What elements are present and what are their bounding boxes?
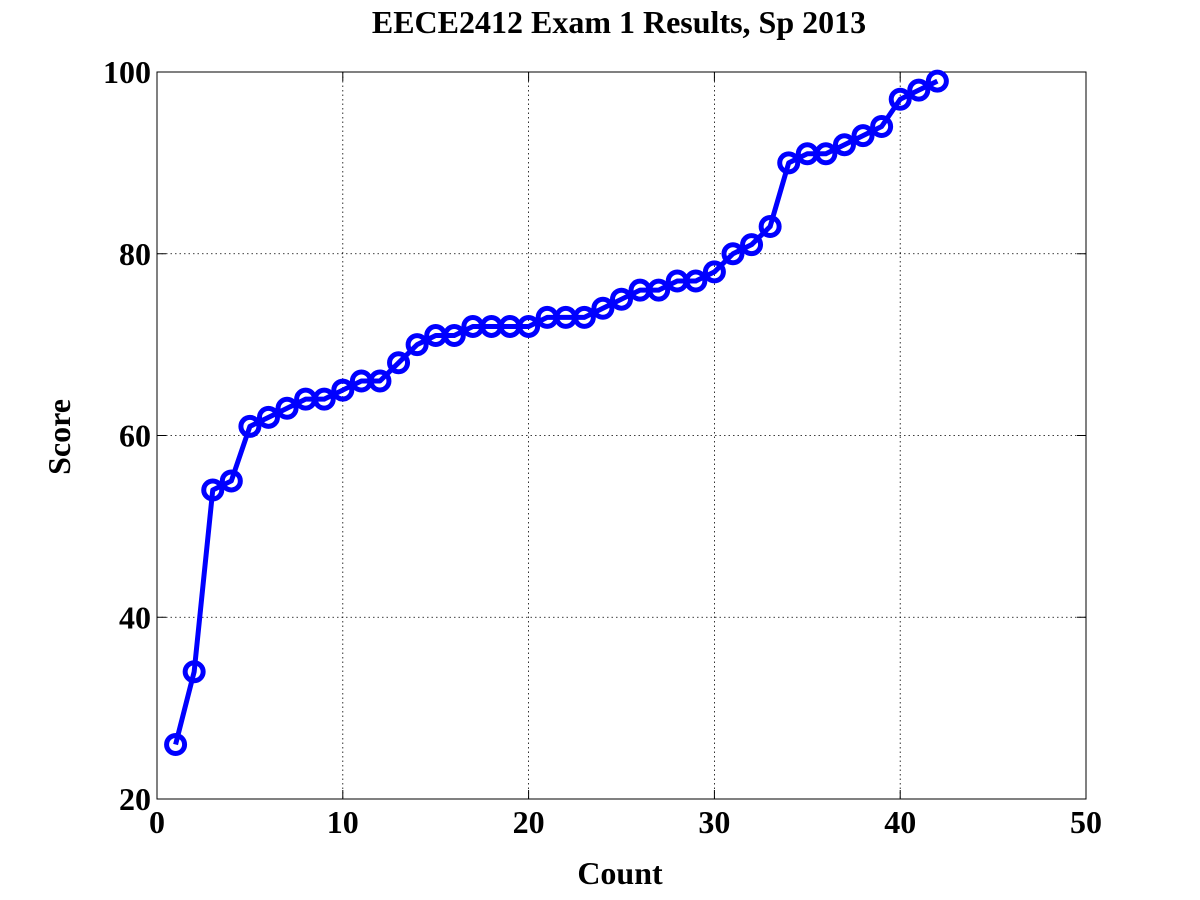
data-point <box>405 333 429 357</box>
y-tick-label: 60 <box>119 418 151 454</box>
y-tick-label: 80 <box>119 236 151 272</box>
grid-lines <box>157 72 1086 799</box>
data-point <box>256 405 280 429</box>
y-axis-label: Score <box>41 399 77 475</box>
data-point <box>758 214 782 238</box>
axis-ticks: 0 10 20 30 40 50 20 40 60 80 100 <box>103 54 1102 840</box>
data-point <box>201 478 225 502</box>
data-point <box>591 296 615 320</box>
x-tick-label: 50 <box>1070 804 1102 840</box>
x-tick-label: 0 <box>149 804 165 840</box>
data-point <box>238 414 262 438</box>
data-point <box>442 324 466 348</box>
data-point <box>368 369 392 393</box>
x-tick-label: 10 <box>327 804 359 840</box>
data-point <box>572 305 596 329</box>
y-tick-label: 40 <box>119 599 151 635</box>
data-point <box>777 151 801 175</box>
chart-title: EECE2412 Exam 1 Results, Sp 2013 <box>372 4 866 40</box>
data-point <box>721 242 745 266</box>
x-tick-label: 20 <box>513 804 545 840</box>
y-tick-label: 100 <box>103 54 151 90</box>
data-point <box>832 133 856 157</box>
data-point <box>888 87 912 111</box>
data-point <box>312 387 336 411</box>
data-point <box>219 469 243 493</box>
data-point <box>684 269 708 293</box>
data-point <box>182 660 206 684</box>
data-point <box>331 378 355 402</box>
data-point <box>851 124 875 148</box>
data-point <box>702 260 726 284</box>
data-point <box>925 69 949 93</box>
data-point <box>870 115 894 139</box>
data-point <box>647 278 671 302</box>
y-tick-label: 20 <box>119 781 151 817</box>
data-point <box>275 396 299 420</box>
data-point <box>164 732 188 756</box>
data-point <box>517 314 541 338</box>
x-tick-label: 30 <box>698 804 730 840</box>
series-layer <box>164 69 949 756</box>
x-axis-label: Count <box>577 855 663 891</box>
x-tick-label: 40 <box>884 804 916 840</box>
data-point <box>387 351 411 375</box>
data-point <box>907 78 931 102</box>
data-point <box>610 287 633 311</box>
data-point <box>740 233 764 257</box>
data-point <box>814 142 838 166</box>
